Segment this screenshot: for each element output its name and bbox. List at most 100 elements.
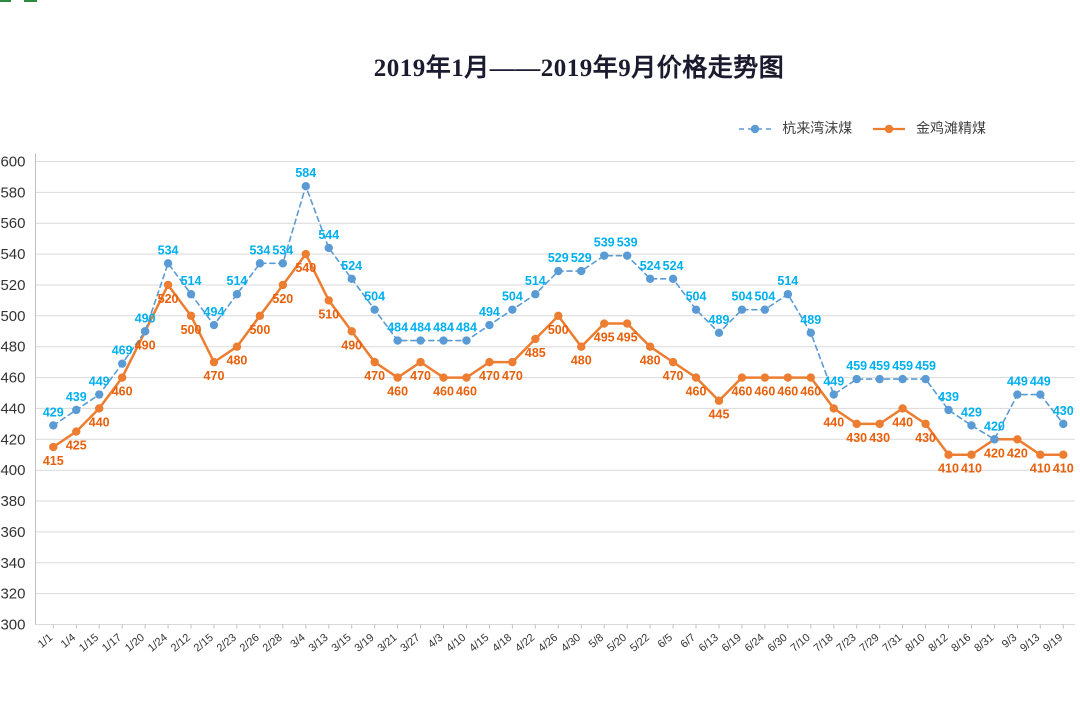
svg-text:460: 460 (686, 385, 707, 399)
svg-text:429: 429 (961, 405, 982, 419)
svg-text:7/10: 7/10 (789, 632, 813, 655)
svg-text:445: 445 (709, 408, 730, 422)
svg-text:484: 484 (433, 321, 454, 335)
svg-text:520: 520 (0, 277, 25, 294)
svg-text:410: 410 (1030, 462, 1051, 476)
svg-text:6/24: 6/24 (743, 632, 767, 655)
svg-text:340: 340 (0, 555, 25, 572)
svg-text:460: 460 (456, 385, 477, 399)
svg-text:2/15: 2/15 (192, 632, 216, 655)
svg-text:2/28: 2/28 (261, 632, 285, 655)
svg-text:4/15: 4/15 (467, 632, 491, 655)
svg-text:430: 430 (915, 431, 936, 445)
svg-text:2/26: 2/26 (238, 632, 262, 655)
svg-text:5/20: 5/20 (605, 632, 629, 655)
svg-text:494: 494 (204, 305, 225, 319)
svg-text:430: 430 (869, 431, 890, 445)
svg-text:360: 360 (0, 524, 25, 541)
svg-text:600: 600 (0, 154, 25, 171)
svg-text:544: 544 (318, 228, 339, 242)
svg-text:1/20: 1/20 (123, 632, 147, 655)
svg-text:430: 430 (1053, 404, 1074, 418)
svg-text:480: 480 (640, 354, 661, 368)
svg-text:430: 430 (846, 431, 867, 445)
svg-text:9/3: 9/3 (1000, 632, 1019, 651)
svg-text:490: 490 (135, 338, 156, 352)
svg-text:1/4: 1/4 (59, 632, 78, 651)
svg-text:460: 460 (433, 385, 454, 399)
svg-text:460: 460 (0, 370, 25, 387)
svg-text:420: 420 (1007, 446, 1028, 460)
svg-text:449: 449 (1007, 375, 1028, 389)
svg-text:4/30: 4/30 (559, 632, 583, 655)
svg-text:9/19: 9/19 (1041, 632, 1065, 655)
svg-text:490: 490 (341, 338, 362, 352)
svg-text:4/10: 4/10 (444, 632, 468, 655)
svg-text:4/18: 4/18 (490, 632, 514, 655)
svg-text:484: 484 (410, 321, 431, 335)
svg-text:8/12: 8/12 (926, 632, 950, 655)
svg-text:470: 470 (410, 369, 431, 383)
svg-text:540: 540 (295, 261, 316, 275)
svg-text:300: 300 (0, 617, 25, 634)
svg-text:3/19: 3/19 (352, 632, 376, 655)
svg-text:429: 429 (43, 405, 64, 419)
svg-text:7/23: 7/23 (835, 632, 859, 655)
svg-text:510: 510 (318, 307, 339, 321)
svg-text:504: 504 (502, 290, 523, 304)
svg-text:524: 524 (341, 259, 362, 273)
svg-text:469: 469 (112, 344, 133, 358)
svg-text:470: 470 (479, 369, 500, 383)
svg-text:440: 440 (823, 415, 844, 429)
svg-text:320: 320 (0, 586, 25, 603)
svg-text:410: 410 (938, 462, 959, 476)
svg-text:520: 520 (272, 292, 293, 306)
svg-text:2/12: 2/12 (169, 632, 193, 655)
svg-text:470: 470 (502, 369, 523, 383)
svg-text:9/13: 9/13 (1018, 632, 1042, 655)
svg-text:3/4: 3/4 (288, 632, 307, 651)
svg-text:460: 460 (754, 385, 775, 399)
svg-text:3/27: 3/27 (398, 632, 422, 655)
svg-text:4/26: 4/26 (536, 632, 560, 655)
svg-text:8/16: 8/16 (949, 632, 973, 655)
svg-text:7/18: 7/18 (812, 632, 836, 655)
svg-text:490: 490 (135, 311, 156, 325)
svg-text:524: 524 (640, 259, 661, 273)
svg-text:584: 584 (295, 166, 316, 180)
svg-text:420: 420 (984, 419, 1005, 433)
svg-text:470: 470 (663, 369, 684, 383)
svg-text:440: 440 (892, 415, 913, 429)
svg-text:6/7: 6/7 (679, 632, 698, 651)
svg-text:459: 459 (915, 359, 936, 373)
svg-text:449: 449 (89, 375, 110, 389)
svg-text:2/23: 2/23 (215, 632, 239, 655)
svg-text:420: 420 (0, 431, 25, 448)
svg-text:580: 580 (0, 184, 25, 201)
svg-text:6/30: 6/30 (766, 632, 790, 655)
svg-text:6/19: 6/19 (720, 632, 744, 655)
svg-text:529: 529 (571, 251, 592, 265)
svg-text:524: 524 (663, 259, 684, 273)
svg-text:6/5: 6/5 (656, 632, 675, 651)
svg-text:504: 504 (364, 290, 385, 304)
svg-text:400: 400 (0, 462, 25, 479)
svg-text:460: 460 (387, 385, 408, 399)
svg-text:420: 420 (984, 446, 1005, 460)
svg-text:425: 425 (66, 439, 87, 453)
svg-text:1/15: 1/15 (77, 632, 101, 655)
svg-text:514: 514 (181, 274, 202, 288)
svg-text:495: 495 (594, 331, 615, 345)
svg-text:1/1: 1/1 (36, 632, 55, 651)
svg-text:539: 539 (594, 236, 615, 250)
svg-text:5/22: 5/22 (628, 632, 652, 655)
svg-text:560: 560 (0, 215, 25, 232)
svg-text:439: 439 (938, 390, 959, 404)
svg-text:439: 439 (66, 390, 87, 404)
svg-text:1/17: 1/17 (100, 632, 124, 655)
svg-text:529: 529 (548, 251, 569, 265)
svg-text:500: 500 (0, 308, 25, 325)
svg-text:484: 484 (456, 321, 477, 335)
svg-text:5/8: 5/8 (587, 632, 606, 651)
svg-text:6/13: 6/13 (697, 632, 721, 655)
